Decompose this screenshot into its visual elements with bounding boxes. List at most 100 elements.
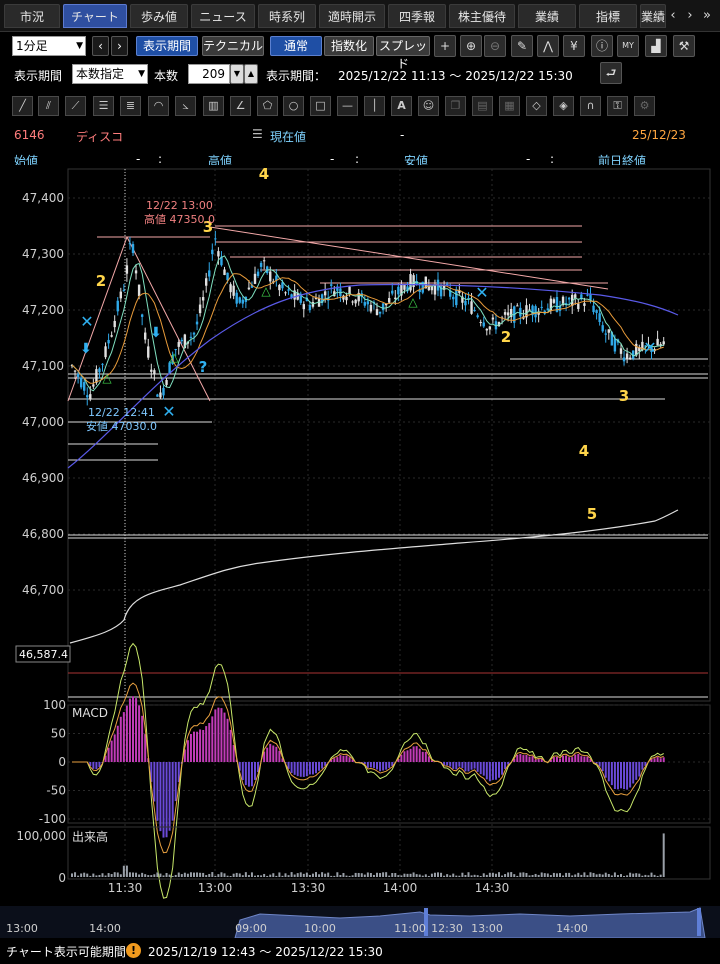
info-icon[interactable]: ⓘ [591, 35, 613, 57]
arc-icon[interactable]: ◠ [148, 96, 169, 116]
candle-body [449, 290, 452, 297]
normal-button[interactable]: 通常 [270, 36, 322, 56]
candle-body [177, 342, 180, 347]
tab-disclosure[interactable]: 適時開示 [319, 4, 385, 28]
magnet-icon[interactable]: ∩ [580, 96, 601, 116]
tab-shikiho[interactable]: 四季報 [388, 4, 446, 28]
range-label: 表示期間： [266, 69, 327, 83]
volume-bar [485, 874, 488, 877]
chevron-right-icon[interactable]: › [687, 8, 693, 23]
tab-earnings[interactable]: 業績 [518, 4, 576, 28]
macd-tick-label: 0 [58, 755, 66, 769]
navigator-tick-label: 13:00 [6, 922, 38, 935]
footer: チャート表示可能期間 ! 2025/12/19 12:43 ～ 2025/12/… [0, 938, 720, 964]
pentagon-icon[interactable]: ⬠ [257, 96, 278, 116]
stamp-icon[interactable]: ▦ [499, 96, 520, 116]
candle-body [214, 238, 217, 240]
index-button[interactable]: 指数化 [324, 36, 374, 56]
angle-icon[interactable]: ∠ [230, 96, 251, 116]
chevron-left-icon[interactable]: ‹ [670, 8, 676, 23]
navigator[interactable]: 13:00 14:00 09:00 10:00 11:00 12:30 13:00 14:00 [0, 906, 720, 938]
volume-bar [580, 874, 583, 877]
candle-body [287, 289, 290, 291]
lock-icon[interactable]: ⚿ [607, 96, 628, 116]
volume-bar [290, 872, 293, 877]
crosshair-icon[interactable]: + [434, 35, 456, 57]
chevron-double-right-icon[interactable]: » [703, 8, 711, 23]
chart-area[interactable]: ✕ ✕ ✕ ✕ ⬇ ⬇ △ △ △ △? 47,400 47,300 47,200 47,100 47,0… [0, 165, 720, 907]
navigator-tick-label: 14:00 [556, 922, 588, 935]
yen-icon[interactable]: ¥ [563, 35, 585, 57]
technical-button[interactable]: テクニカル [202, 36, 264, 56]
tab-ticks[interactable]: 歩み値 [130, 4, 188, 28]
line-chart-icon[interactable]: ⋀ [537, 35, 559, 57]
period-mode-select[interactable]: 本数指定 ▼ [72, 64, 148, 84]
wave-label: 3 [203, 218, 213, 236]
vertical-lines-icon[interactable]: ▥ [203, 96, 224, 116]
candle-body [241, 299, 244, 304]
my-chart-icon[interactable]: MY [617, 35, 639, 57]
circle-icon[interactable]: ○ [283, 96, 304, 116]
spread-button[interactable]: スプレッド [376, 36, 430, 71]
emoji-icon[interactable]: ☺ [418, 96, 439, 116]
count-label: 本数 [154, 69, 179, 83]
volume-bar [504, 874, 507, 877]
text-icon[interactable]: A [391, 96, 412, 116]
navigator-handle-left[interactable] [424, 908, 428, 936]
volume-bar [247, 875, 250, 877]
cross-mark-icon: ✕ [475, 283, 488, 302]
interval-select[interactable]: 1分足 ▼ [12, 36, 86, 56]
candle-body [201, 297, 205, 301]
volume-bar [193, 872, 195, 877]
candle-body [110, 335, 113, 337]
candle-body [601, 325, 604, 332]
candle-body [162, 387, 165, 396]
horizontal-lines-icon[interactable]: ☰ [93, 96, 114, 116]
y-tick-label: 46,700 [22, 583, 64, 597]
count-down-icon[interactable]: ▼ [230, 64, 244, 84]
tab-indicators[interactable]: 指標 [579, 4, 637, 28]
vline-icon[interactable]: │ [364, 96, 385, 116]
candle-body [208, 270, 211, 277]
navigator-handle-right[interactable] [697, 908, 701, 936]
pencil-icon[interactable]: ✎ [511, 35, 533, 57]
channel-icon[interactable]: ⟋ [65, 96, 86, 116]
prev-button[interactable]: ‹ [92, 36, 109, 56]
area-chart-icon[interactable]: ▟ [645, 35, 667, 57]
trash-icon[interactable]: ▤ [472, 96, 493, 116]
count-up-icon[interactable]: ▲ [244, 64, 258, 84]
candle-body [625, 353, 629, 359]
tab-market[interactable]: 市況 [4, 4, 60, 28]
parallel-line-icon[interactable]: ⫽ [38, 96, 59, 116]
volume-bar [339, 875, 342, 877]
tab-earnings-2[interactable]: 業績 [640, 4, 666, 28]
fibonacci-icon[interactable]: ≣ [120, 96, 141, 116]
eraser-icon[interactable]: ◇ [526, 96, 547, 116]
zoom-in-icon[interactable]: ⊕ [460, 35, 482, 57]
candle-body [299, 293, 302, 303]
count-input[interactable]: 209 [188, 64, 230, 84]
volume-bar [546, 873, 549, 877]
candle-body [366, 301, 370, 305]
rectangle-icon[interactable]: □ [310, 96, 331, 116]
hline-icon[interactable]: — [337, 96, 358, 116]
zoom-out-icon[interactable]: ⊖ [484, 35, 506, 57]
candle-body [183, 334, 187, 349]
eraser-all-icon[interactable]: ◈ [553, 96, 574, 116]
tab-news[interactable]: ニュース [191, 4, 255, 28]
line-tool-icon[interactable]: ╱ [12, 96, 33, 116]
volume-bar [415, 874, 418, 877]
tab-chart[interactable]: チャート [63, 4, 127, 28]
volume-bar [263, 873, 266, 877]
next-button[interactable]: › [111, 36, 128, 56]
tab-benefits[interactable]: 株主優待 [449, 4, 515, 28]
wave-label: 4 [259, 165, 269, 183]
tab-timeseries[interactable]: 時系列 [258, 4, 316, 28]
settings-icon[interactable]: ⚙ [634, 96, 655, 116]
fan-icon[interactable]: ⦣ [175, 96, 196, 116]
volume-bar [330, 875, 333, 877]
return-icon[interactable]: ⮐ [600, 62, 622, 84]
copy-icon[interactable]: ❐ [445, 96, 466, 116]
wrench-icon[interactable]: ⚒ [673, 35, 695, 57]
period-button[interactable]: 表示期間 [136, 36, 198, 56]
